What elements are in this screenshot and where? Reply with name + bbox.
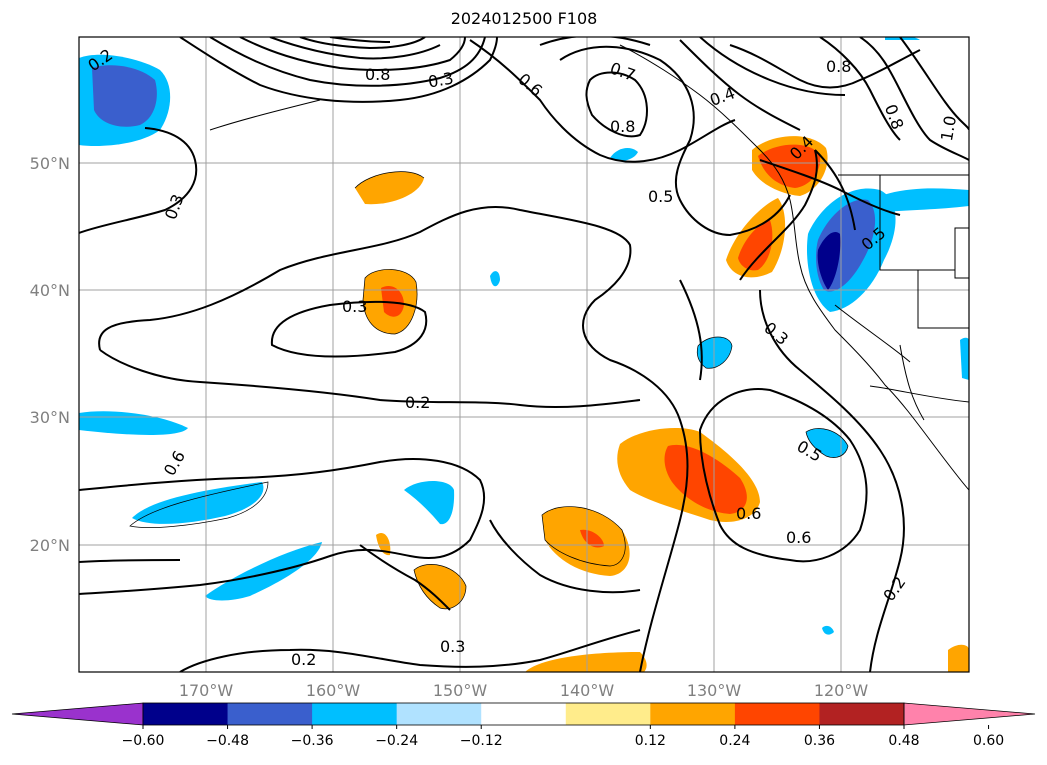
colorbar-tick-label: −0.48 [206,733,249,749]
contour-label: 0.8 [826,57,851,76]
contour-label: 0.8 [365,65,390,84]
colorbar-extend-high [903,702,1036,726]
colorbar-tick-label: −0.36 [291,733,334,749]
colorbar-segment [312,703,398,725]
colorbar-tick-label: −0.60 [122,733,165,749]
contour-label: 0.5 [648,187,673,206]
lat-label-50n: 50°N [30,154,70,173]
contour-label: 0.2 [405,393,430,412]
colorbar-tick-label: −0.12 [460,733,503,749]
contour-label: 0.8 [610,117,635,136]
colorbar-tick-label: 0.12 [635,733,666,749]
lat-label-40n: 40°N [30,281,70,300]
lat-label-30n: 30°N [30,408,70,427]
contour-lines [79,37,969,672]
contour-label: 0.2 [291,650,316,669]
contour-label: 0.3 [440,637,465,656]
colorbar-ticks: −0.60 −0.48 −0.36 −0.24 −0.12 0.12 0.24 0.36 0.4… [122,725,1004,749]
colorbar-segment [819,703,905,725]
colorbar-tick-label: 0.36 [804,733,835,749]
contour-label: 0.3 [427,68,455,91]
shaded-regions [79,37,969,672]
colorbar [11,702,1036,726]
colorbar-segment [396,703,482,725]
lon-label-170w: 170°W [179,681,234,700]
longitude-labels: 170°W 160°W 150°W 140°W 130°W 120°W [179,681,869,700]
lon-label-120w: 120°W [814,681,869,700]
map-border [78,36,970,673]
coastlines [209,44,969,491]
colorbar-segment [650,703,736,725]
colorbar-segment [143,703,229,725]
colorbar-extend-low [11,702,144,726]
latitude-labels: 50°N 40°N 30°N 20°N [30,154,70,555]
colorbar-segment [565,703,651,725]
map-frame-bg [79,37,969,672]
map-title: 2024012500 F108 [450,9,598,28]
colorbar-segment [227,703,313,725]
colorbar-tick-label: 0.24 [719,733,750,749]
grid-lines [79,37,969,672]
contour-label: 0.6 [736,504,761,523]
contour-label: 1.0 [937,114,960,142]
colorbar-tick-label: 0.60 [973,733,1004,749]
lon-label-150w: 150°W [433,681,488,700]
colorbar-tick-label: −0.24 [375,733,418,749]
lat-label-20n: 20°N [30,536,70,555]
lon-label-140w: 140°W [560,681,615,700]
colorbar-outline [142,702,905,726]
colorbar-tick-label: 0.48 [888,733,919,749]
contour-label: 0.6 [786,528,811,547]
colorbar-segment [734,703,820,725]
outline-contours [129,171,849,610]
lon-label-130w: 130°W [687,681,742,700]
colorbar-segment [481,703,567,725]
contour-label: 0.3 [342,297,367,316]
lon-label-160w: 160°W [306,681,361,700]
